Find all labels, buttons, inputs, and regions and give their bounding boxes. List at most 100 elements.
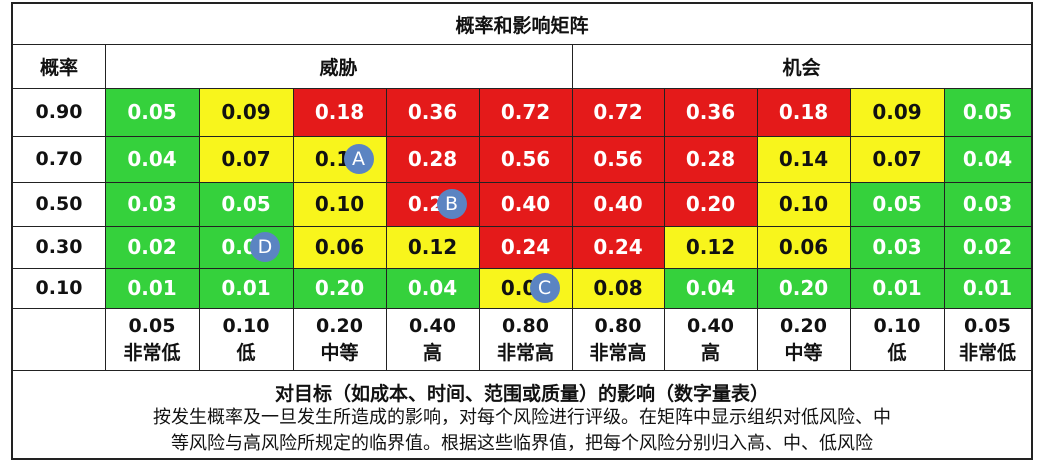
matrix-description: 按发生概率及一旦发生所造成的影响，对每个风险进行评级。在矩阵中显示组织对低风险、…	[13, 405, 1031, 457]
matrix-cell: 0.04	[105, 136, 199, 182]
probability-value: 0.10	[35, 277, 83, 299]
matrix-cell: 0.05	[944, 88, 1031, 136]
impact-scale-caption: 对目标（如成本、时间、范围或质量）的影响（数字量表）	[274, 383, 769, 405]
grid-line	[13, 88, 1031, 89]
impact-label: 非常高	[589, 342, 647, 364]
impact-scale-cell: 0.20 中等	[757, 308, 850, 370]
probability-value: 0.50	[35, 193, 83, 215]
matrix-cell: 0.56	[572, 136, 664, 182]
description-line-1: 按发生概率及一旦发生所造成的影响，对每个风险进行评级。在矩阵中显示组织对低风险、…	[153, 407, 891, 428]
impact-value: 0.05	[128, 315, 176, 337]
matrix-cell: 0.36	[664, 88, 757, 136]
probability-impact-matrix: 概率和影响矩阵 概率 威胁 机会 对目标（如成本、时间、范围或质量）的影响（数字…	[11, 2, 1033, 460]
impact-scale-cell: 0.40 高	[386, 308, 479, 370]
matrix-cell: 0.28	[386, 136, 479, 182]
impact-value: 0.05	[964, 315, 1011, 337]
matrix-cell: 0.12	[386, 226, 479, 268]
probability-value: 0.90	[35, 101, 83, 123]
risk-marker-c[interactable]: C	[529, 273, 560, 303]
grid-line	[664, 88, 665, 370]
matrix-cell: 0.24	[479, 226, 572, 268]
matrix-cell: 0.05	[105, 88, 199, 136]
matrix-cell: 0.01	[199, 268, 293, 308]
matrix-cell: 0.02	[105, 226, 199, 268]
matrix-cell: 0.04	[944, 136, 1031, 182]
grid-line	[13, 226, 1031, 227]
matrix-cell: 0.09	[850, 88, 944, 136]
impact-label: 低	[887, 342, 907, 364]
matrix-cell: 0.01	[105, 268, 199, 308]
matrix-cell: 0.06	[293, 226, 386, 268]
impact-scale-cell: 0.40 高	[664, 308, 757, 370]
grid-line	[572, 44, 573, 88]
threat-header: 威胁	[319, 56, 358, 79]
risk-marker-b[interactable]: B	[436, 189, 467, 219]
matrix-cell: 0.01	[944, 268, 1031, 308]
grid-line	[293, 88, 294, 370]
matrix-cell: 0.18	[757, 88, 850, 136]
matrix-cell: 0.20	[757, 268, 850, 308]
impact-value: 0.10	[873, 315, 921, 337]
matrix-cell: 0.36	[386, 88, 479, 136]
matrix-cell: 0.06	[757, 226, 850, 268]
matrix-cell: 0.04	[664, 268, 757, 308]
grid-line	[944, 88, 945, 370]
matrix-cell: 0.24	[572, 226, 664, 268]
impact-label: 中等	[784, 342, 823, 364]
matrix-cell: 0.03	[850, 226, 944, 268]
matrix-cell: 0.56	[479, 136, 572, 182]
impact-scale-cell: 0.10 低	[850, 308, 944, 370]
impact-value: 0.40	[409, 315, 456, 337]
impact-value: 0.10	[222, 315, 270, 337]
matrix-cell: 0.10	[757, 182, 850, 226]
matrix-cell: 0.07	[199, 136, 293, 182]
matrix-cell: 0.18	[293, 88, 386, 136]
impact-value: 0.20	[780, 315, 827, 337]
grid-line	[757, 88, 758, 370]
impact-scale-cell: 0.10 低	[199, 308, 293, 370]
grid-line	[572, 88, 573, 370]
matrix-cell: 0.72	[572, 88, 664, 136]
impact-value: 0.80	[594, 315, 642, 337]
matrix-cell: 0.03	[944, 182, 1031, 226]
matrix-cell: 0.09	[199, 88, 293, 136]
matrix-cell: 0.03	[105, 182, 199, 226]
probability-value: 0.30	[35, 236, 83, 258]
grid-line	[13, 44, 1031, 45]
grid-line	[105, 44, 106, 370]
impact-scale-cell: 0.80 非常高	[572, 308, 664, 370]
grid-line	[386, 88, 387, 370]
impact-label: 高	[422, 342, 442, 364]
matrix-cell: 0.10	[293, 182, 386, 226]
impact-label: 非常高	[496, 342, 554, 364]
matrix-cell: 0.05	[199, 182, 293, 226]
matrix-cell: 0.05	[850, 182, 944, 226]
matrix-cell: 0.01	[850, 268, 944, 308]
matrix-cell: 0.28	[664, 136, 757, 182]
risk-marker-a[interactable]: A	[343, 144, 374, 174]
impact-scale-cell: 0.05 非常低	[944, 308, 1031, 370]
matrix-cell: 0.12	[664, 226, 757, 268]
grid-line	[850, 88, 851, 370]
description-line-2: 等风险与高风险所规定的临界值。根据这些临界值，把每个风险分别归入高、中、低风险	[171, 433, 873, 454]
matrix-cell: 0.20	[293, 268, 386, 308]
risk-marker-d[interactable]: D	[250, 232, 280, 262]
grid-line	[479, 88, 480, 370]
matrix-cell: 0.20	[664, 182, 757, 226]
impact-label: 中等	[320, 342, 359, 364]
probability-value: 0.70	[35, 148, 83, 170]
impact-label: 非常低	[123, 342, 181, 364]
matrix-title: 概率和影响矩阵	[455, 14, 589, 37]
matrix-cell: 0.07	[850, 136, 944, 182]
matrix-cell: 0.40	[479, 182, 572, 226]
matrix-cell: 0.08	[572, 268, 664, 308]
grid-line	[13, 268, 1031, 269]
impact-value: 0.80	[502, 315, 549, 337]
matrix-cell: 0.72	[479, 88, 572, 136]
impact-label: 低	[236, 342, 256, 364]
grid-line	[13, 308, 1031, 309]
matrix-cell: 0.04	[386, 268, 479, 308]
grid-line	[199, 88, 200, 370]
probability-header: 概率	[39, 56, 78, 79]
impact-value: 0.20	[316, 315, 363, 337]
